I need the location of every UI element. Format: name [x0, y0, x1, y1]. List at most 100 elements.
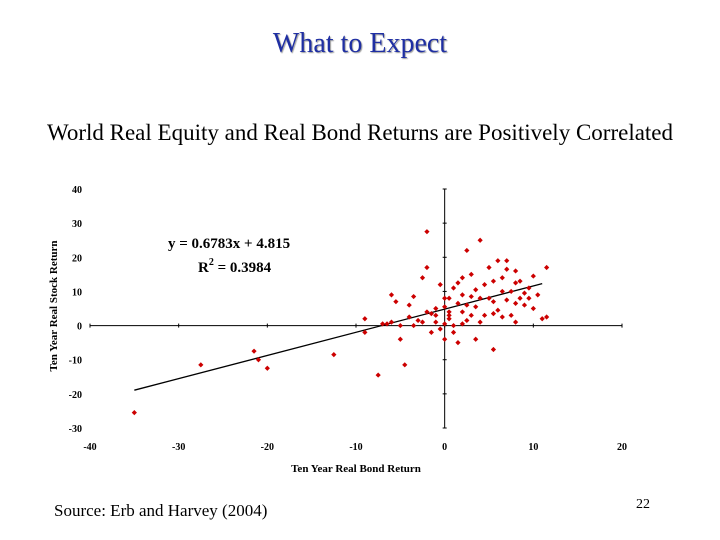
data-point	[393, 299, 399, 305]
data-point	[486, 264, 492, 271]
data-point	[486, 295, 492, 301]
data-point	[428, 329, 434, 335]
data-point	[530, 273, 536, 279]
data-point	[464, 247, 470, 254]
y-tick-label: 40	[72, 185, 82, 196]
data-point	[517, 278, 523, 284]
data-point	[539, 316, 545, 322]
x-tick-label: -30	[172, 442, 185, 453]
data-point	[490, 299, 497, 305]
data-point	[521, 302, 528, 308]
data-point	[499, 314, 505, 320]
data-point	[419, 275, 426, 281]
data-point	[433, 319, 439, 325]
data-point	[530, 305, 536, 312]
data-point	[490, 311, 497, 317]
data-point	[450, 329, 457, 335]
data-point	[526, 285, 532, 291]
data-point	[513, 280, 519, 286]
data-point	[437, 282, 443, 288]
data-point	[495, 258, 501, 264]
data-point	[481, 282, 488, 288]
data-point	[513, 300, 519, 306]
data-point	[513, 268, 519, 274]
data-point	[331, 351, 337, 358]
x-tick-label: -40	[83, 442, 96, 453]
data-point	[504, 258, 510, 264]
data-point	[424, 229, 430, 235]
data-point	[251, 348, 257, 354]
data-point	[442, 336, 448, 342]
data-point	[459, 309, 465, 315]
y-tick-label: 30	[72, 219, 82, 230]
data-point	[433, 305, 439, 312]
data-point	[508, 288, 514, 295]
data-point	[459, 321, 465, 327]
slide-subtitle: World Real Equity and Real Bond Returns …	[46, 120, 674, 145]
data-point	[419, 319, 426, 325]
data-point	[499, 275, 505, 281]
data-point	[406, 314, 412, 320]
slide-title: What to Expect	[272, 28, 448, 59]
data-point	[415, 317, 421, 324]
data-point	[446, 295, 452, 301]
data-point	[446, 316, 452, 322]
data-point	[437, 326, 443, 332]
x-tick-label: 20	[617, 442, 627, 453]
x-axis-title: Ten Year Real Bond Return	[291, 463, 421, 475]
data-point	[490, 278, 497, 284]
data-point	[508, 312, 514, 318]
data-point	[402, 362, 408, 368]
data-point	[397, 336, 403, 342]
x-tick-label: -10	[349, 442, 362, 453]
x-tick-label: 10	[528, 442, 538, 453]
data-point	[477, 295, 483, 301]
data-point	[411, 322, 417, 329]
data-point	[198, 362, 204, 368]
data-point	[255, 357, 262, 363]
data-point	[442, 295, 448, 301]
data-point	[455, 340, 461, 346]
data-point	[513, 319, 519, 325]
r-squared-label: R2 = 0.3984	[198, 257, 272, 276]
y-tick-label: 0	[77, 322, 82, 333]
data-point	[424, 264, 430, 271]
y-tick-label: 10	[72, 287, 82, 298]
y-tick-label: -20	[69, 390, 82, 401]
data-point	[397, 322, 403, 329]
x-tick-label: -20	[261, 442, 274, 453]
data-point	[459, 275, 465, 281]
y-tick-label: -10	[69, 356, 82, 367]
data-point	[544, 314, 550, 320]
data-point	[388, 292, 395, 298]
data-point	[464, 317, 470, 324]
data-point	[428, 311, 434, 317]
data-point	[477, 319, 483, 325]
data-point	[362, 316, 368, 322]
page-number: 22	[636, 497, 650, 512]
data-point	[442, 304, 448, 310]
data-point	[450, 322, 457, 329]
y-tick-label: 20	[72, 253, 82, 264]
data-point	[468, 312, 474, 318]
data-point	[517, 295, 523, 301]
y-tick-label: -30	[69, 424, 82, 435]
data-point	[526, 295, 532, 301]
data-point	[433, 312, 439, 318]
data-point	[473, 287, 479, 293]
data-point	[495, 307, 501, 313]
data-point	[380, 321, 386, 327]
data-point	[473, 336, 479, 342]
data-point	[459, 292, 465, 298]
scatter-chart: -40 -30 -20 -10 0 10 20 40 30 20 10 0 -10 -20 -30 y = …	[40, 178, 660, 480]
data-point	[406, 302, 412, 308]
data-point	[450, 285, 457, 291]
data-point	[504, 297, 510, 303]
x-tick-label: 0	[442, 442, 447, 453]
data-point	[468, 293, 474, 300]
data-point	[504, 266, 510, 272]
data-point	[375, 372, 381, 378]
data-point	[535, 292, 541, 298]
data-point	[446, 309, 452, 315]
